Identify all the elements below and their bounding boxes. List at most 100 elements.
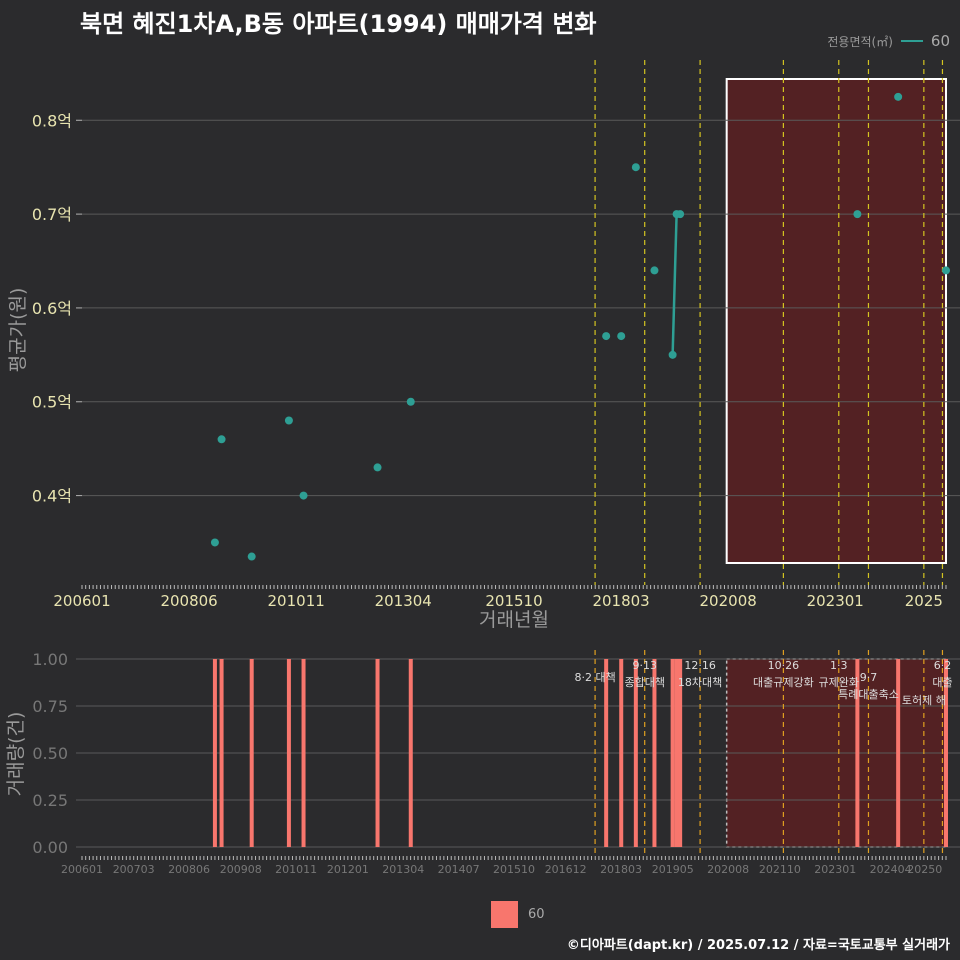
data-point (299, 491, 308, 500)
policy-annotation: 9·7 (860, 671, 878, 684)
volume-bar (212, 659, 217, 847)
policy-annotation: 10·26 (768, 659, 800, 672)
policy-annotation: 9·13 (632, 659, 657, 672)
x-tick-label-volume: 200601 (61, 863, 103, 876)
x-tick-label: 201510 (485, 592, 542, 610)
legend-top-value: 60 (930, 32, 950, 50)
policy-annotation: 규제완화 (819, 676, 859, 689)
x-tick-label-volume: 200806 (168, 863, 210, 876)
data-point (217, 435, 226, 444)
volume-bar (286, 659, 291, 847)
x-tick-label: 200601 (53, 592, 110, 610)
data-point (668, 350, 677, 359)
y-tick-label: 0.8억 (32, 111, 72, 130)
x-tick-label-volume: 200908 (220, 863, 262, 876)
policy-annotation: 1·3 (830, 659, 848, 672)
price-chart: 0.4억 0.5억 0.6억 0.7억 0.8억 200601 200806 201011 20… (7, 60, 960, 631)
x-tick-label-volume: 202404 (870, 863, 912, 876)
volume-bar (855, 659, 860, 847)
legend-bar-swatch (491, 901, 518, 928)
chart-title: 북면 혜진1차A,B동 아파트(1994) 매매가격 변화 (80, 10, 597, 38)
series-line-segment (671, 212, 681, 355)
y-tick-label: 0.4억 (32, 487, 72, 506)
legend-bottom-value: 60 (528, 907, 545, 922)
data-point (853, 210, 862, 219)
volume-bar (674, 659, 679, 847)
y-tick-label: 0.7억 (32, 205, 72, 224)
data-point (894, 92, 903, 101)
policy-annotation: 18차대책 (678, 676, 722, 689)
volume-bar (633, 659, 638, 847)
highlight-box (725, 78, 948, 564)
volume-bar (670, 659, 675, 847)
policy-annotation: 12·16 (684, 659, 716, 672)
volume-bar (604, 659, 609, 847)
x-tick-label-volume: 201905 (652, 863, 694, 876)
y-tick-label: 0.5억 (32, 393, 72, 412)
data-point (284, 416, 293, 425)
x-tick-label-volume: 201304 (382, 863, 424, 876)
data-point (942, 266, 950, 275)
legend-bottom: 60 (491, 901, 545, 928)
data-point (650, 266, 659, 275)
policy-annotation: 8·2 대책 (574, 671, 615, 684)
policy-annotation: 토허제 해 (902, 693, 946, 707)
policy-annotation: 종합대책 (624, 676, 664, 689)
x-tick-label-volume: 202008 (707, 863, 749, 876)
legend-top: 전용면적(㎡) 60 (827, 32, 950, 50)
data-point (602, 332, 611, 341)
data-point (373, 463, 382, 472)
x-tick-label: 200806 (160, 592, 217, 610)
legend-line-swatch (900, 40, 923, 42)
volume-bar (896, 659, 901, 847)
volume-bar (652, 659, 657, 847)
data-point (210, 538, 219, 547)
policy-annotation: 대출규제강화 (753, 676, 814, 689)
y-axis-title: 평균가(원) (7, 288, 29, 373)
volume-bar (619, 659, 624, 847)
legend-top-title: 전용면적(㎡) (827, 34, 893, 49)
x-tick-label-volume: 201612 (545, 863, 587, 876)
x-tick-label-volume: 20250 (907, 863, 942, 876)
volume-chart: 0.00 0.25 0.50 0.75 1.00 8·2 대책 9·13 종합대책 12·16 1… (5, 650, 960, 876)
x-tick-label-volume: 201803 (600, 863, 642, 876)
x-tick-label-volume: 201407 (438, 863, 480, 876)
volume-bar (219, 659, 224, 847)
x-tick-label-volume: 201011 (275, 863, 317, 876)
volume-bar (375, 659, 380, 847)
x-tick-label-volume: 202301 (814, 863, 856, 876)
y-axis-title-volume: 거래량(건) (5, 712, 27, 797)
policy-annotation: 6·2 (934, 659, 952, 672)
y-tick-label-volume: 0.25 (32, 791, 68, 810)
y-tick-label-volume: 0.00 (32, 838, 68, 857)
x-tick-label: 202008 (700, 592, 757, 610)
x-tick-label-volume: 201201 (327, 863, 369, 876)
data-point (676, 210, 685, 219)
x-axis-title: 거래년월 (479, 609, 549, 631)
volume-bar (678, 659, 683, 847)
policy-annotation: 특례대출축소 (838, 688, 899, 701)
x-tick-label: 2025 (905, 592, 943, 610)
volume-bar (301, 659, 306, 847)
source-footer: ©디아파트(dapt.kr) / 2025.07.12 / 자료=국토교통부 실… (566, 938, 950, 953)
y-tick-label-volume: 1.00 (32, 650, 68, 669)
x-tick-label: 201304 (375, 592, 432, 610)
x-tick-label-volume: 201510 (493, 863, 535, 876)
x-tick-label-volume: 200703 (113, 863, 155, 876)
x-tick-label: 201803 (592, 592, 649, 610)
data-point (406, 397, 415, 406)
data-point (617, 332, 626, 341)
volume-bar (249, 659, 254, 847)
x-tick-label: 202301 (807, 592, 864, 610)
volume-bar (408, 659, 413, 847)
policy-annotation: 대출 (932, 676, 952, 689)
x-tick-label-volume: 202110 (759, 863, 801, 876)
volume-bar (944, 659, 948, 847)
y-tick-label: 0.6억 (32, 299, 72, 318)
y-tick-label-volume: 0.75 (32, 697, 68, 716)
x-tick-label: 201011 (268, 592, 325, 610)
data-point (631, 163, 640, 172)
data-point (247, 552, 256, 561)
y-tick-label-volume: 0.50 (32, 744, 68, 763)
